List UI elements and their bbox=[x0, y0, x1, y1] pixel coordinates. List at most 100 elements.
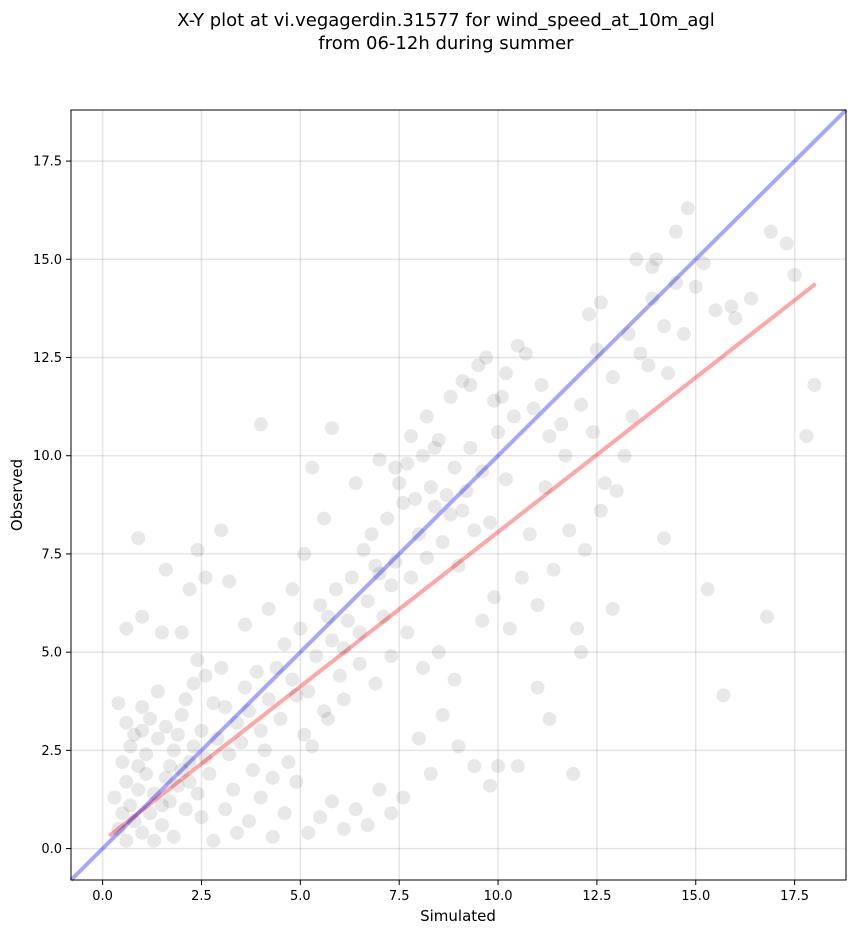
data-point bbox=[261, 601, 276, 616]
data-point bbox=[522, 527, 537, 542]
data-point bbox=[554, 417, 569, 432]
data-point bbox=[135, 609, 150, 624]
data-point bbox=[668, 275, 683, 290]
data-point bbox=[404, 570, 419, 585]
data-point bbox=[253, 723, 268, 738]
data-point bbox=[645, 260, 660, 275]
data-point bbox=[273, 711, 288, 726]
data-point bbox=[158, 562, 173, 577]
data-point bbox=[649, 252, 664, 267]
data-point bbox=[348, 476, 363, 491]
data-point bbox=[194, 723, 209, 738]
data-point bbox=[538, 480, 553, 495]
data-point bbox=[404, 429, 419, 444]
data-point bbox=[451, 739, 466, 754]
data-point bbox=[285, 582, 300, 597]
data-point bbox=[166, 743, 181, 758]
data-point bbox=[562, 523, 577, 538]
data-point bbox=[451, 558, 466, 573]
data-point bbox=[388, 554, 403, 569]
data-point bbox=[479, 350, 494, 365]
data-point bbox=[546, 562, 561, 577]
data-point bbox=[281, 755, 296, 770]
data-point bbox=[190, 543, 205, 557]
data-point bbox=[324, 633, 339, 648]
data-point bbox=[344, 570, 359, 585]
data-point bbox=[111, 696, 126, 711]
data-point bbox=[368, 676, 383, 691]
data-point bbox=[787, 268, 802, 282]
data-point bbox=[570, 621, 585, 636]
data-point bbox=[162, 759, 177, 774]
chart-title: X-Y plot at vi.vegagerdin.31577 for wind… bbox=[177, 10, 715, 31]
reference-lines bbox=[69, 108, 848, 882]
data-point bbox=[487, 590, 502, 605]
regression-line bbox=[108, 282, 817, 837]
data-point bbox=[439, 488, 454, 502]
data-point bbox=[534, 378, 549, 392]
data-point bbox=[471, 358, 486, 373]
data-point bbox=[328, 582, 343, 597]
data-point bbox=[305, 460, 320, 475]
data-point bbox=[696, 256, 711, 271]
data-point bbox=[475, 613, 490, 628]
data-point bbox=[423, 766, 438, 781]
data-point bbox=[150, 684, 165, 699]
data-point bbox=[131, 782, 146, 797]
data-point bbox=[494, 389, 509, 404]
data-point bbox=[226, 782, 241, 797]
data-point bbox=[348, 802, 363, 817]
data-point bbox=[609, 484, 624, 499]
data-point bbox=[708, 303, 723, 318]
data-point bbox=[119, 833, 134, 848]
data-point bbox=[222, 747, 237, 762]
data-point bbox=[688, 279, 703, 294]
data-point bbox=[542, 711, 557, 726]
data-point bbox=[423, 480, 438, 495]
data-point bbox=[214, 660, 229, 675]
data-point bbox=[597, 476, 612, 491]
data-point bbox=[182, 582, 197, 597]
data-point bbox=[807, 378, 822, 392]
data-point bbox=[107, 790, 122, 805]
data-point bbox=[759, 609, 774, 624]
data-point bbox=[297, 727, 312, 742]
data-point bbox=[321, 609, 336, 624]
x-tick-label: 5.0 bbox=[290, 889, 311, 904]
data-point bbox=[309, 649, 324, 664]
data-point bbox=[186, 676, 201, 691]
x-axis-ticks: 0.0 2.5 5.0 7.5 10.0 12.5 15.0 17.5 bbox=[92, 880, 809, 904]
data-point bbox=[645, 291, 660, 306]
data-point bbox=[443, 507, 458, 522]
data-point bbox=[558, 448, 573, 463]
data-point bbox=[313, 598, 328, 612]
data-point bbox=[352, 656, 367, 671]
data-point bbox=[190, 786, 205, 801]
y-tick-label: 7.5 bbox=[41, 547, 62, 562]
data-point bbox=[230, 715, 245, 730]
data-point bbox=[257, 743, 272, 758]
data-point bbox=[241, 704, 256, 719]
data-point bbox=[186, 739, 201, 754]
x-tick-label: 10.0 bbox=[484, 889, 513, 904]
data-point bbox=[364, 527, 379, 542]
data-point bbox=[605, 370, 620, 385]
data-point bbox=[447, 460, 462, 475]
data-point bbox=[119, 774, 134, 789]
data-point bbox=[218, 802, 233, 817]
data-point bbox=[510, 759, 525, 774]
data-point bbox=[127, 727, 142, 742]
data-point bbox=[716, 688, 731, 703]
data-point bbox=[356, 543, 371, 557]
data-point bbox=[119, 715, 134, 730]
data-point bbox=[332, 668, 347, 683]
identity-line bbox=[69, 108, 848, 882]
data-point bbox=[372, 782, 387, 797]
data-point bbox=[372, 566, 387, 581]
data-point bbox=[210, 731, 225, 746]
data-point bbox=[269, 660, 284, 675]
data-point bbox=[384, 578, 399, 593]
data-point bbox=[427, 499, 442, 514]
data-point bbox=[427, 440, 442, 455]
data-point bbox=[475, 464, 490, 479]
